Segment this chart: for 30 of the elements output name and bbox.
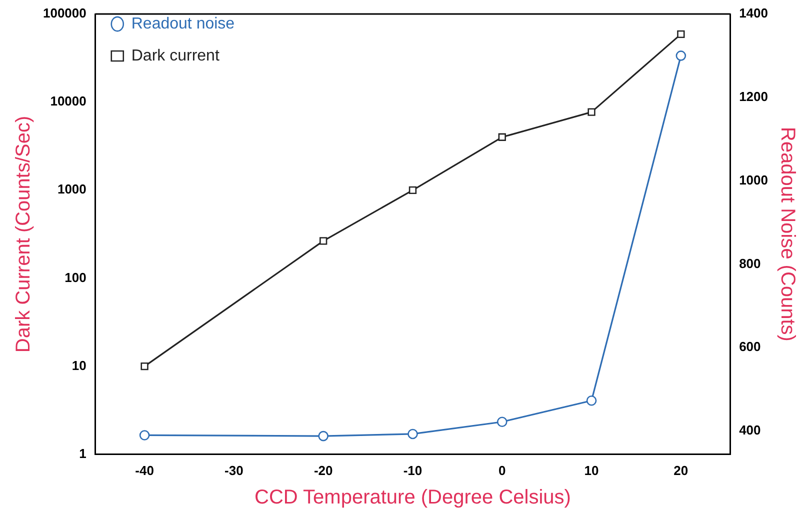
y2-tick-label: 1400 <box>739 6 768 21</box>
y-tick-label: 100 <box>64 270 86 285</box>
x-tick-label: -30 <box>224 462 244 478</box>
y2-tick-label: 600 <box>739 339 761 354</box>
y-tick-label: 1000 <box>57 182 86 197</box>
x-tick-label: 20 <box>674 462 688 478</box>
x-tick-label: -20 <box>314 462 333 478</box>
x-tick-label: 0 <box>498 462 506 478</box>
y2-tick-label: 1200 <box>739 88 768 104</box>
y-tick-label: 10 <box>72 358 86 373</box>
x-tick-label: 10 <box>584 462 599 478</box>
point <box>408 186 417 194</box>
point <box>677 30 685 38</box>
point <box>498 133 506 141</box>
y-tick-label: 1 <box>79 446 86 461</box>
x-axis-title: CCD Temperature (Degree Celsius) <box>254 486 571 509</box>
y2-tick-label: 800 <box>739 256 761 271</box>
point <box>588 108 596 116</box>
legend-label: Dark current <box>131 47 220 64</box>
point <box>140 362 148 370</box>
y-tick-label: 100000 <box>42 6 86 21</box>
legend-label: Readout noise <box>131 15 235 32</box>
x-tick-label: -10 <box>403 462 422 478</box>
y2-axis-title: Readout Noise (Counts) <box>776 126 798 342</box>
y-tick-label: 10000 <box>50 94 86 109</box>
y-axis-title: Dark Current (Counts/Sec) <box>12 116 35 353</box>
y2-tick-label: 1000 <box>739 172 768 188</box>
x-tick-label: -40 <box>135 462 154 478</box>
point <box>320 237 328 245</box>
y2-tick-label: 400 <box>739 422 761 438</box>
